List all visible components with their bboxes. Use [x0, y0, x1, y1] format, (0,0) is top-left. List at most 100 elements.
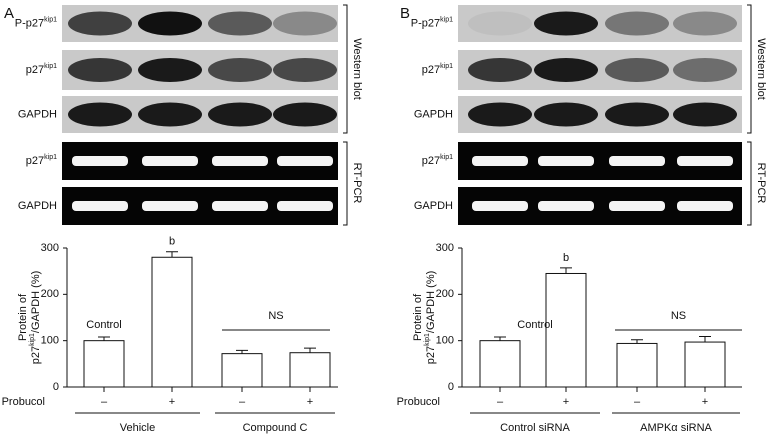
bracket	[343, 4, 348, 134]
x-tick-label: +	[563, 396, 569, 408]
group-label: AMPKα siRNA	[640, 422, 712, 434]
y-label-main: p27	[425, 346, 437, 364]
bar	[684, 341, 726, 388]
bar	[616, 342, 658, 388]
blot-band	[68, 58, 132, 82]
blot-label: p27kip1	[26, 63, 57, 76]
y-tick-label: 100	[436, 335, 454, 347]
x-tick-label: +	[702, 396, 708, 408]
bar	[221, 353, 263, 388]
significance-label: b	[169, 236, 175, 248]
y-tick-label: 0	[53, 381, 59, 393]
y-tick-label: 200	[436, 288, 454, 300]
error-bar	[560, 267, 572, 274]
ns-label: NS	[671, 310, 686, 322]
blot-band	[534, 11, 598, 36]
blot-label-sup: kip1	[440, 63, 453, 70]
blot-label: p27kip1	[422, 154, 453, 167]
error-bar	[494, 336, 506, 341]
pcr-band	[277, 156, 333, 166]
blot-band	[534, 102, 598, 127]
bar	[289, 352, 331, 388]
y-tick-label: 200	[41, 288, 59, 300]
blot-label-sup: kip1	[44, 63, 57, 70]
ns-label: NS	[268, 310, 283, 322]
blot-band	[138, 102, 202, 127]
row-label: Probucol	[397, 396, 440, 408]
blot-band	[605, 58, 669, 82]
blot-label-main: P-p27	[15, 17, 44, 29]
y-label-sup: kip1	[424, 333, 431, 346]
error-bar	[699, 335, 711, 343]
group-label: Control siRNA	[500, 422, 570, 434]
blot-label: p27kip1	[422, 63, 453, 76]
pcr-band	[677, 156, 733, 166]
pcr-band	[142, 156, 198, 166]
blot-band	[68, 11, 132, 36]
panel-letter: B	[400, 5, 410, 22]
x-tick-label: –	[497, 396, 504, 408]
blot-band	[138, 11, 202, 36]
blot-band	[605, 102, 669, 127]
y-tick-label: 300	[436, 242, 454, 254]
blot-band	[208, 11, 272, 36]
blot-label: GAPDH	[18, 108, 57, 120]
pcr-band	[609, 201, 665, 211]
blot-band	[673, 58, 737, 82]
x-tick-label: –	[101, 396, 108, 408]
y-label-sup: kip1	[29, 333, 36, 346]
y-axis-label: Protein ofp27kip1/GAPDH (%)	[17, 271, 42, 365]
x-tick-label: +	[169, 396, 175, 408]
significance-label: b	[563, 252, 569, 264]
blot-label-main: p27	[422, 64, 440, 76]
pcr-band	[142, 201, 198, 211]
blot-band	[468, 58, 532, 82]
pcr-band	[472, 201, 528, 211]
pcr-band	[72, 156, 128, 166]
blot-band	[273, 102, 337, 127]
bracket	[747, 4, 752, 134]
blot-band	[138, 58, 202, 82]
blot-band	[208, 102, 272, 127]
bracket	[343, 141, 348, 226]
bar	[151, 256, 193, 388]
pcr-band	[212, 156, 268, 166]
blot-label: P-p27kip1	[411, 17, 453, 30]
blot-label-main: p27	[26, 64, 44, 76]
blot-label-main: p27	[422, 155, 440, 167]
control-label: Control	[86, 319, 121, 331]
blot-label-main: P-p27	[411, 17, 440, 29]
y-label-rest: /GAPDH (%)	[30, 271, 42, 333]
blot-label: p27kip1	[26, 154, 57, 167]
pcr-band	[677, 201, 733, 211]
group-label: Vehicle	[120, 422, 155, 434]
blot-label-sup: kip1	[44, 154, 57, 161]
blot-band	[534, 58, 598, 82]
blot-label-sup: kip1	[440, 17, 453, 24]
y-tick-label: 300	[41, 242, 59, 254]
pcr-band	[472, 156, 528, 166]
control-label: Control	[517, 319, 552, 331]
blot-strip	[458, 5, 742, 42]
bracket-label: RT-PCR	[351, 163, 363, 204]
x-tick-label: –	[239, 396, 246, 408]
blot-band	[673, 102, 737, 127]
bracket-label: RT-PCR	[755, 163, 767, 204]
panel-letter: A	[4, 5, 14, 22]
blot-band	[208, 58, 272, 82]
error-bar	[631, 339, 643, 344]
x-tick-label: –	[634, 396, 641, 408]
pcr-band	[609, 156, 665, 166]
bar	[479, 340, 521, 388]
pcr-band	[212, 201, 268, 211]
blot-label: GAPDH	[18, 200, 57, 212]
x-tick-label: +	[307, 396, 313, 408]
group-label: Compound C	[243, 422, 308, 434]
blot-band	[273, 58, 337, 82]
error-bar	[98, 336, 110, 341]
blot-band	[68, 102, 132, 127]
y-label-rest: /GAPDH (%)	[425, 271, 437, 333]
blot-band	[468, 11, 532, 36]
blot-band	[605, 11, 669, 36]
